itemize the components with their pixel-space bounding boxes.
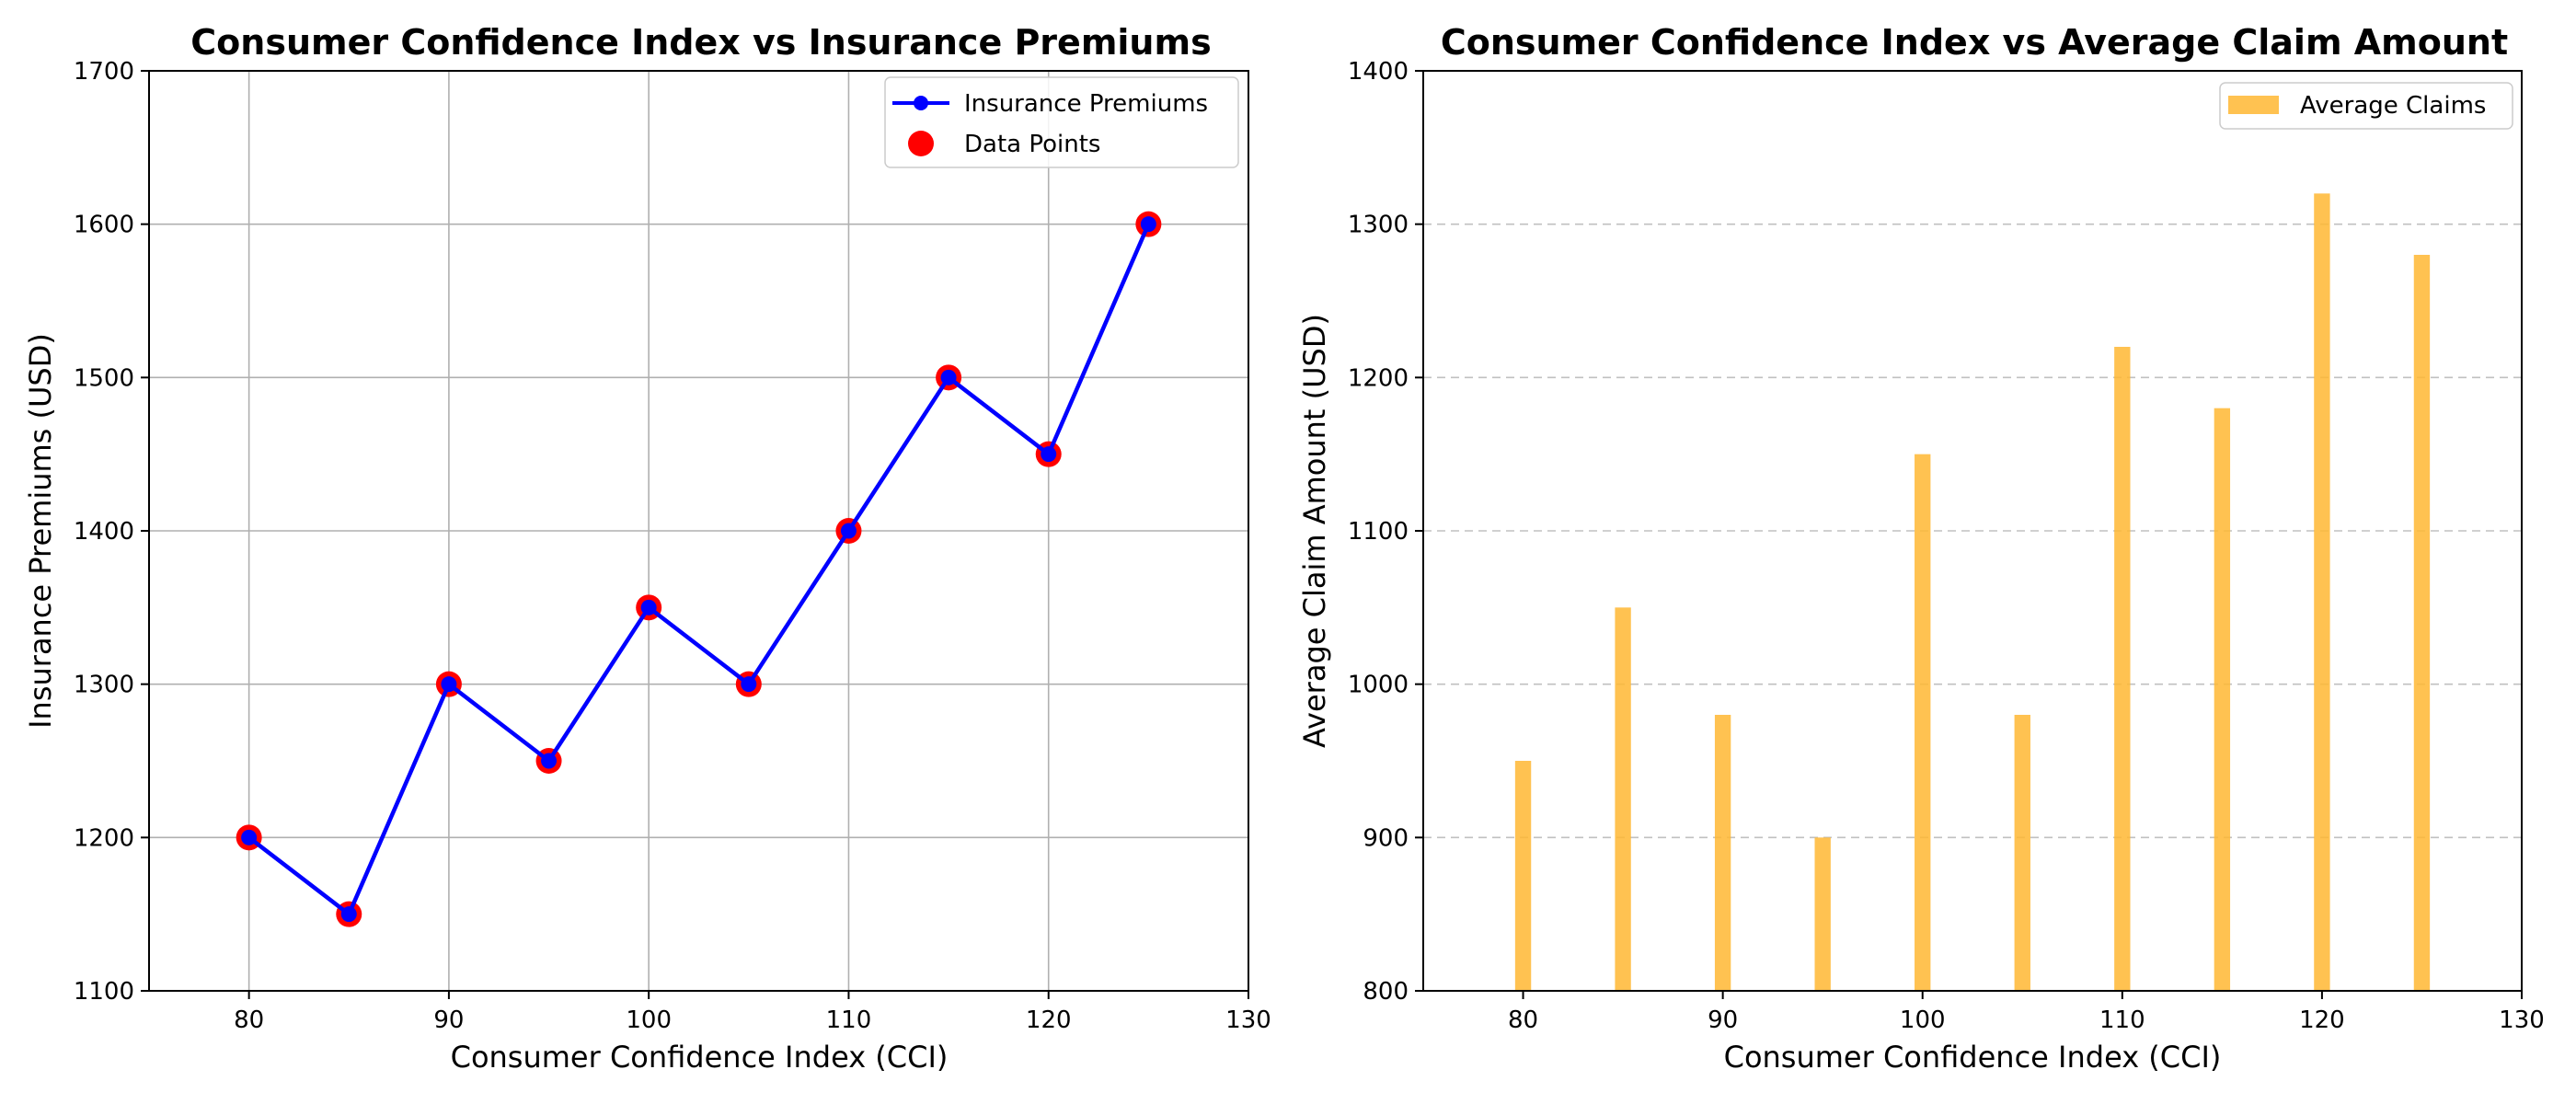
claim-bar <box>1714 715 1731 991</box>
claim-bar <box>1814 837 1831 991</box>
premiums-x-tick-label: 100 <box>626 1006 672 1034</box>
premiums-line <box>247 223 1151 916</box>
premiums-x-tick-label: 130 <box>1225 1006 1271 1034</box>
claim-bar <box>1514 761 1532 991</box>
premiums-ticks: 80 90 100 110 120 130 1100 1200 1300 1400 1500 1600… <box>74 58 1271 1034</box>
claims-y-tick-label: 1200 <box>1348 364 1409 392</box>
premiums-x-tick-label: 120 <box>1026 1006 1072 1034</box>
premiums-legend: Insurance Premiums Data Points <box>884 76 1239 168</box>
legend-line-marker <box>914 96 928 110</box>
premiums-y-tick-label: 1100 <box>74 978 134 1006</box>
claims-y-tick-label: 900 <box>1363 824 1409 852</box>
claims-y-tick-label: 1400 <box>1348 58 1409 86</box>
claim-bar <box>2413 255 2431 991</box>
premiums-y-tick-label: 1500 <box>74 364 134 392</box>
premium-marker <box>1140 216 1156 233</box>
premium-marker <box>441 676 457 693</box>
claim-bar <box>1615 607 1631 991</box>
premium-marker <box>340 906 357 923</box>
claims-x-axis-label: Consumer Confidence Index (CCI) <box>1724 1040 2222 1075</box>
premiums-x-tick-label: 90 <box>433 1006 464 1034</box>
claims-x-tick-label: 90 <box>1708 1006 1738 1034</box>
claims-chart: Consumer Confidence Index vs Average Cla… <box>1297 22 2545 1075</box>
premiums-y-tick-label: 1700 <box>74 58 134 86</box>
premium-marker <box>241 829 258 845</box>
claims-marks <box>1514 193 2431 992</box>
claim-bar <box>2114 347 2131 991</box>
legend-label-data-points: Data Points <box>964 131 1100 158</box>
premiums-chart-title: Consumer Confidence Index vs Insurance P… <box>190 22 1211 63</box>
claims-x-tick-label: 80 <box>1508 1006 1538 1034</box>
claims-y-tick-label: 1100 <box>1348 518 1409 546</box>
claims-legend-box <box>2219 82 2513 130</box>
claims-chart-title: Consumer Confidence Index vs Average Cla… <box>1441 22 2508 63</box>
claims-legend: Average Claims <box>2219 82 2513 130</box>
claims-ticks: 80 90 100 110 120 130 800 900 1000 1100 1200 1300 14… <box>1348 58 2545 1034</box>
premiums-grid <box>149 70 1249 992</box>
claims-y-tick-label: 800 <box>1363 978 1409 1006</box>
premium-marker <box>541 753 558 769</box>
legend-bar-swatch <box>2228 96 2279 114</box>
premiums-x-tick-label: 110 <box>826 1006 872 1034</box>
legend-dot-swatch <box>908 131 934 156</box>
premium-marker <box>741 676 757 693</box>
legend-label-premiums: Insurance Premiums <box>964 90 1208 118</box>
claims-y-tick-label: 1000 <box>1348 672 1409 699</box>
claim-bar <box>1915 454 1931 992</box>
premiums-y-tick-label: 1200 <box>74 824 134 852</box>
premium-marker <box>1041 446 1057 463</box>
claims-x-tick-label: 100 <box>1900 1006 1946 1034</box>
premium-marker <box>840 523 857 539</box>
premium-marker <box>940 369 957 385</box>
premium-marker <box>640 599 657 615</box>
claims-y-axis-label: Average Claim Amount (USD) <box>1297 314 1332 748</box>
premiums-marks <box>236 211 1162 927</box>
premiums-y-axis-label: Insurance Premiums (USD) <box>23 333 58 729</box>
claim-bar <box>2214 408 2231 992</box>
premiums-x-axis-label: Consumer Confidence Index (CCI) <box>451 1040 949 1075</box>
claim-bar <box>2314 193 2330 992</box>
claims-x-tick-label: 130 <box>2499 1006 2545 1034</box>
claims-x-tick-label: 110 <box>2099 1006 2145 1034</box>
premiums-chart: Consumer Confidence Index vs Insurance P… <box>23 22 1271 1075</box>
legend-label-average-claims: Average Claims <box>2300 92 2486 120</box>
premiums-y-tick-label: 1600 <box>74 212 134 239</box>
claims-y-tick-label: 1300 <box>1348 212 1409 239</box>
premiums-y-tick-label: 1300 <box>74 672 134 699</box>
premiums-legend-box <box>884 76 1239 168</box>
claims-x-tick-label: 120 <box>2299 1006 2345 1034</box>
claim-bar <box>2014 715 2030 991</box>
premiums-y-tick-label: 1400 <box>74 518 134 546</box>
premiums-x-tick-label: 80 <box>234 1006 264 1034</box>
